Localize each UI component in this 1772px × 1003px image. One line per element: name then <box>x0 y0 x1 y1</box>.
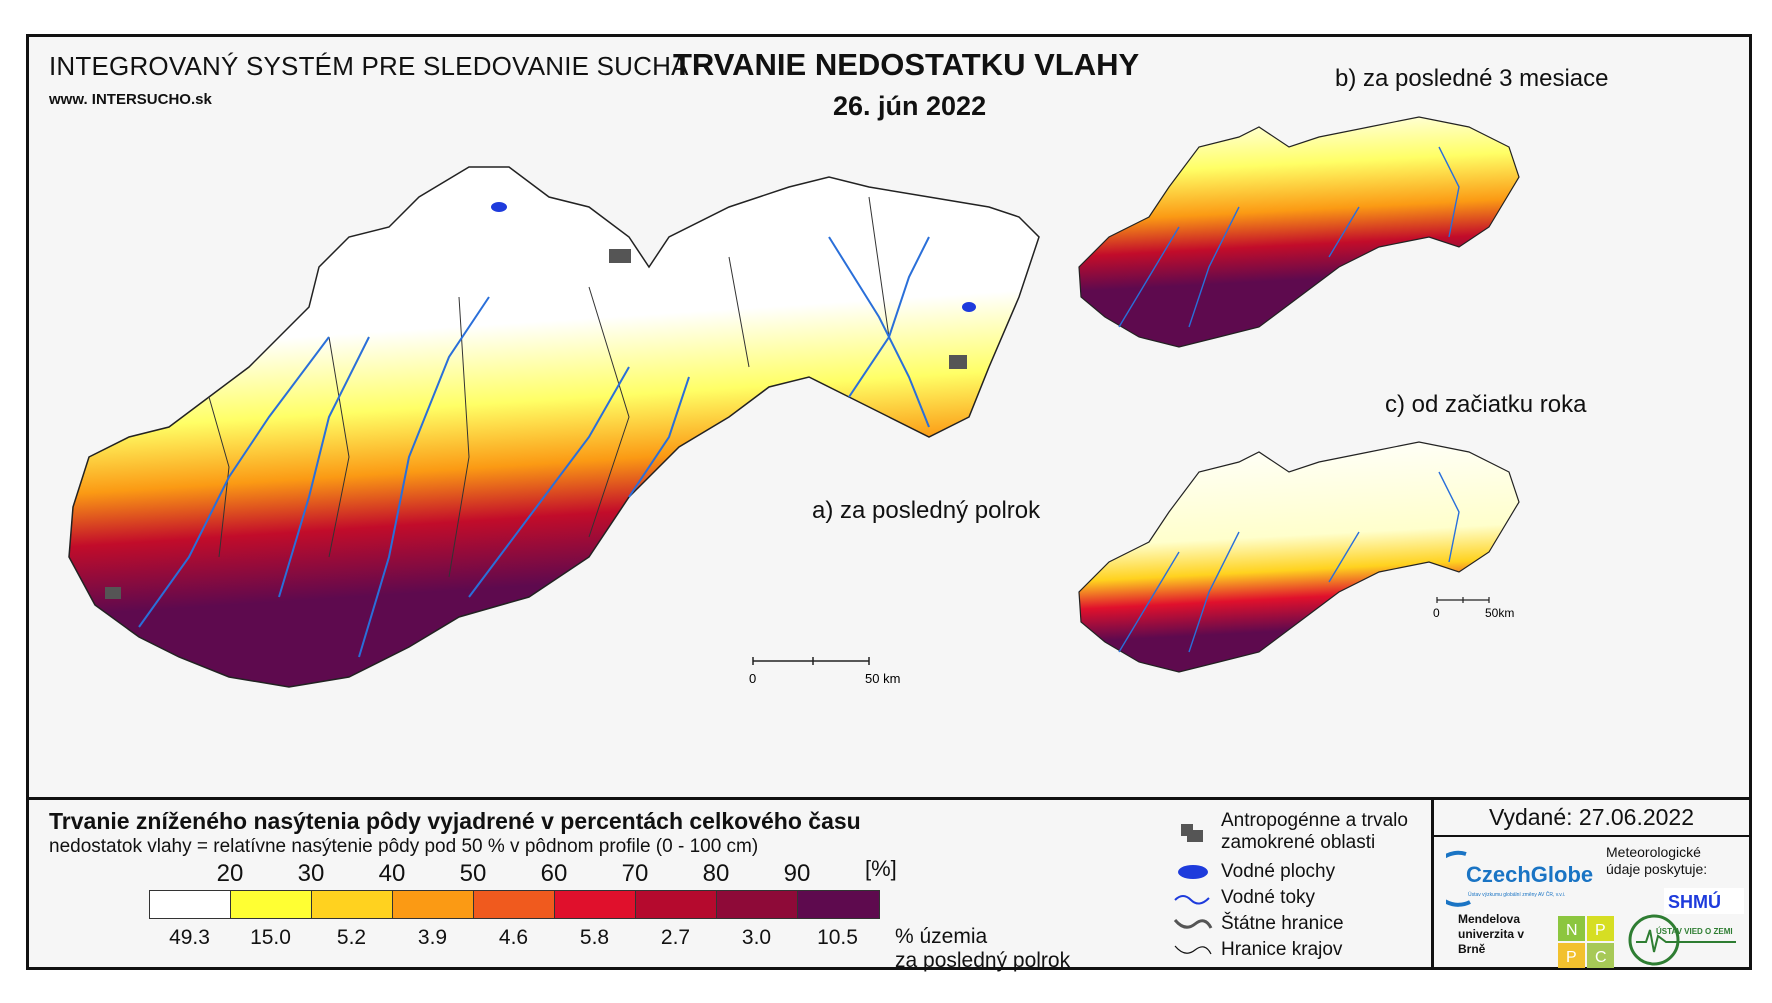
percentage-caption-line1: % územia <box>895 925 988 948</box>
symbol-region-border: Hranice krajov <box>1173 938 1342 962</box>
panel-c-label: c) od začiatku roka <box>1385 391 1587 418</box>
ramp-cell <box>555 891 636 918</box>
legend-tick: 50 <box>459 860 487 887</box>
symbol-urban-label: Antropogénne a trvalo zamokrené oblasti <box>1221 810 1408 853</box>
legend-tick: 80 <box>702 860 730 887</box>
symbol-region-border-label: Hranice krajov <box>1221 939 1343 960</box>
legend-percentage: 4.6 <box>498 926 529 949</box>
czechglobe-name: CzechGlobe <box>1466 862 1593 887</box>
legend-unit: [%] <box>865 856 897 881</box>
percentage-caption-line2: za posledný polrok <box>895 949 1071 972</box>
legend-tick: 70 <box>621 860 649 887</box>
urban-area-a3 <box>105 587 121 599</box>
ramp-cell <box>474 891 555 918</box>
map-panel-b <box>1078 116 1520 348</box>
legend-percentage: 10.5 <box>817 926 858 949</box>
panel-a-label: a) za posledný polrok <box>812 497 1041 524</box>
urban-area-a1 <box>609 249 631 263</box>
water-body-a2 <box>962 302 976 312</box>
slovakia-shape-b <box>1078 116 1520 348</box>
uvz-logo: ÚSTAV VIED O ZEMI <box>1628 914 1736 966</box>
legend-tick: 20 <box>216 860 244 887</box>
ramp-cell <box>636 891 717 918</box>
legend-tick: 40 <box>378 860 406 887</box>
legend-tick: 60 <box>540 860 568 887</box>
scalebar-main: 0 50 km <box>749 657 900 686</box>
ramp-cell <box>312 891 393 918</box>
legend-tick: 30 <box>297 860 325 887</box>
scalebar-small-zero: 0 <box>1433 606 1440 620</box>
nppc-letter-4: C <box>1595 949 1607 966</box>
water-body-a1 <box>491 202 507 212</box>
urban-area-icon <box>1181 824 1203 842</box>
shmu-name: SHMÚ <box>1668 891 1721 912</box>
rivers-c <box>1118 471 1460 653</box>
shmu-logo: SHMÚ <box>1664 888 1744 914</box>
maps-canvas: 0 50 km 0 50km <box>68 116 1520 688</box>
water-body-icon <box>1178 865 1208 879</box>
region-border-icon <box>1174 945 1212 955</box>
legend-tick: 90 <box>783 860 811 887</box>
ramp-cell <box>231 891 312 918</box>
panel-b-label: b) za posledné 3 mesiace <box>1335 65 1609 92</box>
symbol-water: Vodné plochy <box>1173 860 1335 884</box>
issued-box: Vydané: 27.06.2022 CzechGlobe Ústav výzk… <box>1431 800 1749 970</box>
scalebar-small: 0 50km <box>1433 597 1514 620</box>
legend-subtitle: nedostatok vlahy = relatívne nasýtenie p… <box>49 836 759 857</box>
czechglobe-logo: CzechGlobe Ústav výzkumu globální změny … <box>1446 850 1593 907</box>
website-link[interactable]: www. INTERSUCHO.sk <box>49 91 212 108</box>
nppc-letter-3: P <box>1566 949 1577 966</box>
legend-percentage: 5.2 <box>336 926 367 949</box>
page-title: TRVANIE NEDOSTATKU VLAHY <box>673 47 1140 82</box>
percentage-caption: % územia za posledný polrok <box>895 925 1070 973</box>
legend-title: Trvanie zníženého nasýtenia pôdy vyjadre… <box>49 808 861 834</box>
region-borders-a <box>208 196 890 578</box>
legend-percentage: 5.8 <box>579 926 610 949</box>
legend-percentage: 49.3 <box>169 926 210 949</box>
map-frame: 0 50 km 0 50km INTEGROVANÝ SYSTÉM P <box>26 34 1752 973</box>
symbol-river: Vodné toky <box>1173 886 1315 910</box>
ramp-cell <box>717 891 798 918</box>
nppc-letter-1: N <box>1566 922 1578 939</box>
met-data-text: Meteorologické údaje poskytuje: <box>1606 844 1708 877</box>
symbol-water-label: Vodné plochy <box>1221 861 1336 882</box>
river-icon <box>1174 895 1210 905</box>
symbol-river-label: Vodné toky <box>1221 887 1316 908</box>
urban-area-a2 <box>949 355 967 369</box>
slovakia-shape-c <box>1078 441 1520 673</box>
symbol-urban: Antropogénne a trvalo zamokrené oblasti <box>1173 810 1421 854</box>
system-title: INTEGROVANÝ SYSTÉM PRE SLEDOVANIE SUCHA <box>49 51 689 81</box>
rivers-b <box>1118 146 1460 328</box>
scalebar-main-zero: 0 <box>749 671 756 686</box>
rivers-a <box>138 236 930 658</box>
mendel-logo-text: Mendelova univerzita v Brně <box>1458 912 1525 956</box>
ramp-cell <box>393 891 474 918</box>
scalebar-main-end: 50 km <box>865 671 900 686</box>
issued-date: Vydané: 27.06.2022 <box>1434 804 1749 837</box>
legend-area: Trvanie zníženého nasýtenia pôdy vyjadre… <box>29 797 1749 973</box>
map-panel-a: 0 50 km <box>68 166 1040 688</box>
color-ramp <box>149 890 880 919</box>
legend-percentage: 2.7 <box>660 926 691 949</box>
map-panel-c: 0 50km <box>1078 441 1520 673</box>
legend-percentage: 3.0 <box>741 926 772 949</box>
scalebar-small-end: 50km <box>1485 606 1514 620</box>
nppc-logo: N P P C <box>1558 916 1614 968</box>
state-border-icon <box>1173 919 1213 929</box>
czechglobe-subtitle: Ústav výzkumu globální změny AV ČR, v.v.… <box>1468 891 1565 898</box>
ramp-cell <box>798 891 879 918</box>
map-date: 26. jún 2022 <box>833 91 987 121</box>
legend-percentage: 3.9 <box>417 926 448 949</box>
uvz-name: ÚSTAV VIED O ZEMI <box>1656 927 1733 936</box>
symbol-state-border-label: Štátne hranice <box>1221 913 1344 934</box>
nppc-letter-2: P <box>1595 922 1606 939</box>
slovakia-shape-a <box>68 166 1040 688</box>
ramp-cell <box>150 891 231 918</box>
symbol-state-border: Štátne hranice <box>1173 912 1344 936</box>
map-area: 0 50 km 0 50km INTEGROVANÝ SYSTÉM P <box>29 37 1749 797</box>
legend-percentage: 15.0 <box>250 926 291 949</box>
